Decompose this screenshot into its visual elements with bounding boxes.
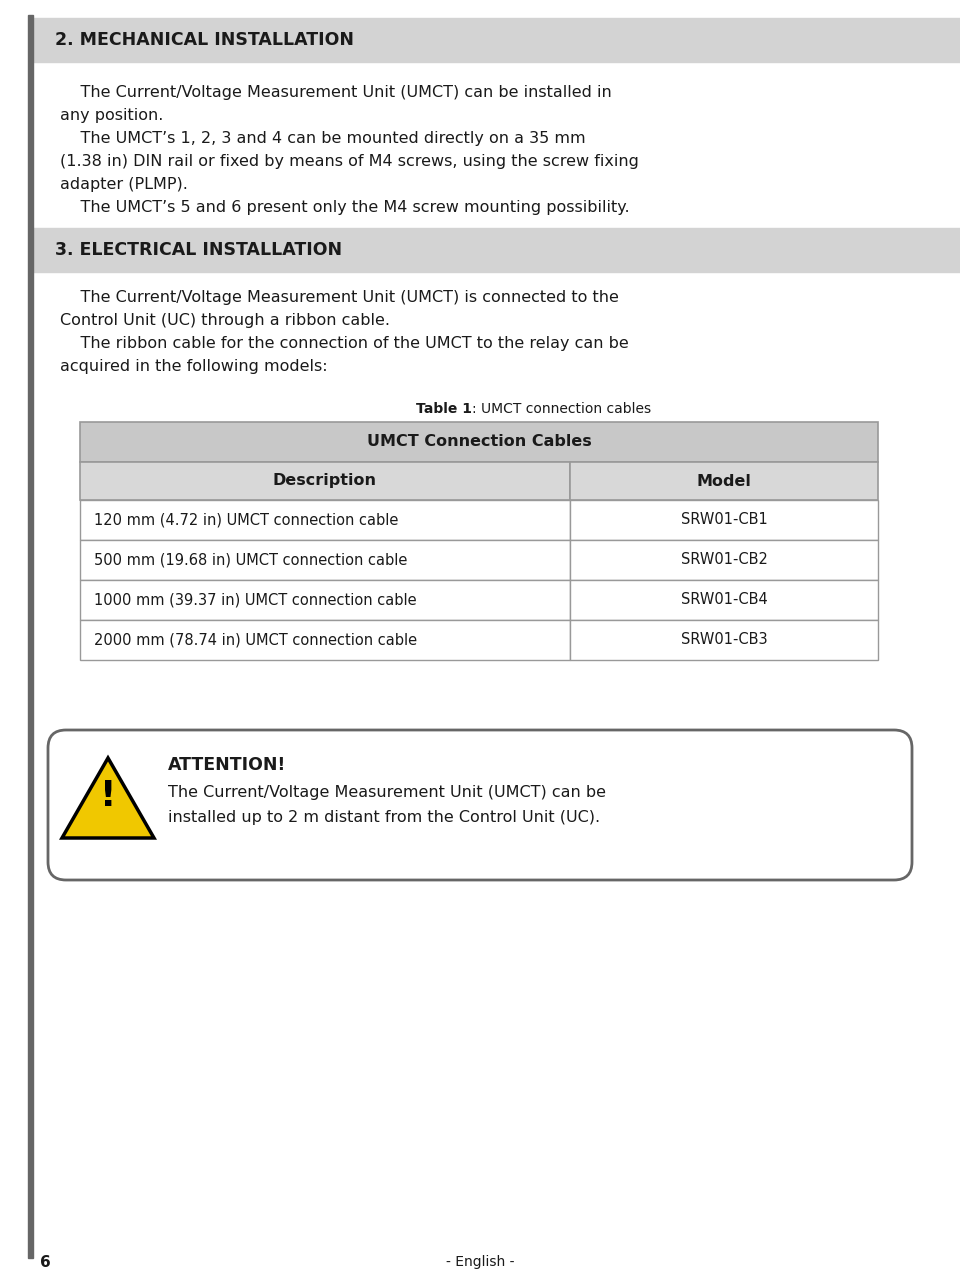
Bar bbox=[80, 620, 570, 660]
Text: Table 1: Table 1 bbox=[416, 402, 472, 416]
Bar bbox=[570, 540, 878, 581]
Text: The UMCT’s 1, 2, 3 and 4 can be mounted directly on a 35 mm: The UMCT’s 1, 2, 3 and 4 can be mounted … bbox=[60, 131, 586, 145]
Text: 3. ELECTRICAL INSTALLATION: 3. ELECTRICAL INSTALLATION bbox=[55, 241, 342, 259]
Text: adapter (PLMP).: adapter (PLMP). bbox=[60, 177, 188, 191]
Text: 1000 mm (39.37 in) UMCT connection cable: 1000 mm (39.37 in) UMCT connection cable bbox=[94, 592, 417, 607]
FancyBboxPatch shape bbox=[48, 730, 912, 880]
Bar bbox=[80, 462, 570, 500]
Text: UMCT Connection Cables: UMCT Connection Cables bbox=[367, 435, 591, 449]
Bar bbox=[80, 581, 570, 620]
Text: (1.38 in) DIN rail or fixed by means of M4 screws, using the screw fixing: (1.38 in) DIN rail or fixed by means of … bbox=[60, 154, 638, 168]
Bar bbox=[570, 500, 878, 540]
Text: 6: 6 bbox=[40, 1256, 51, 1270]
Text: : UMCT connection cables: : UMCT connection cables bbox=[472, 402, 651, 416]
Text: The Current/Voltage Measurement Unit (UMCT) can be: The Current/Voltage Measurement Unit (UM… bbox=[168, 785, 606, 800]
Text: Control Unit (UC) through a ribbon cable.: Control Unit (UC) through a ribbon cable… bbox=[60, 313, 390, 328]
Text: installed up to 2 m distant from the Control Unit (UC).: installed up to 2 m distant from the Con… bbox=[168, 810, 600, 826]
Bar bbox=[80, 540, 570, 581]
Bar bbox=[33, 18, 960, 63]
Polygon shape bbox=[62, 758, 154, 838]
Text: SRW01-CB1: SRW01-CB1 bbox=[681, 513, 767, 527]
Text: SRW01-CB4: SRW01-CB4 bbox=[681, 592, 767, 607]
Text: The Current/Voltage Measurement Unit (UMCT) can be installed in: The Current/Voltage Measurement Unit (UM… bbox=[60, 85, 612, 100]
Bar bbox=[570, 620, 878, 660]
Text: The ribbon cable for the connection of the UMCT to the relay can be: The ribbon cable for the connection of t… bbox=[60, 336, 629, 351]
Bar bbox=[80, 500, 570, 540]
Text: ATTENTION!: ATTENTION! bbox=[168, 755, 286, 775]
Text: The UMCT’s 5 and 6 present only the M4 screw mounting possibility.: The UMCT’s 5 and 6 present only the M4 s… bbox=[60, 200, 630, 214]
Bar bbox=[570, 581, 878, 620]
Text: SRW01-CB3: SRW01-CB3 bbox=[681, 633, 767, 647]
Text: any position.: any position. bbox=[60, 108, 163, 122]
Text: - English -: - English - bbox=[445, 1256, 515, 1270]
Text: 500 mm (19.68 in) UMCT connection cable: 500 mm (19.68 in) UMCT connection cable bbox=[94, 553, 407, 568]
Bar bbox=[28, 15, 33, 1258]
Bar bbox=[80, 422, 878, 462]
Text: Description: Description bbox=[273, 473, 377, 489]
Text: 120 mm (4.72 in) UMCT connection cable: 120 mm (4.72 in) UMCT connection cable bbox=[94, 513, 398, 527]
Bar bbox=[33, 228, 960, 272]
Text: !: ! bbox=[100, 780, 116, 813]
Text: The Current/Voltage Measurement Unit (UMCT) is connected to the: The Current/Voltage Measurement Unit (UM… bbox=[60, 290, 619, 305]
Bar bbox=[570, 462, 878, 500]
Text: acquired in the following models:: acquired in the following models: bbox=[60, 359, 327, 374]
Text: 2000 mm (78.74 in) UMCT connection cable: 2000 mm (78.74 in) UMCT connection cable bbox=[94, 633, 418, 647]
Text: SRW01-CB2: SRW01-CB2 bbox=[681, 553, 767, 568]
Text: 2. MECHANICAL INSTALLATION: 2. MECHANICAL INSTALLATION bbox=[55, 31, 354, 48]
Text: Model: Model bbox=[697, 473, 752, 489]
